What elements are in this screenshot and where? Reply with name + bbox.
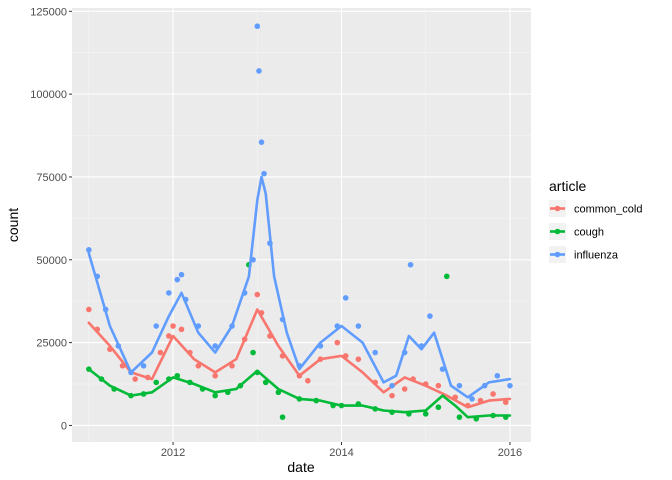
data-point-cough	[279, 414, 286, 420]
data-point-common_cold	[502, 399, 509, 406]
data-point-influenza	[166, 290, 172, 296]
y-axis-title: count	[5, 208, 21, 242]
data-point-common_cold	[355, 356, 362, 362]
trend-line-influenza	[87, 175, 512, 399]
x-axis-title: date	[287, 459, 314, 475]
legend-key-point	[554, 251, 561, 258]
series-influenza	[86, 23, 513, 402]
data-point-influenza	[174, 276, 181, 283]
data-point-influenza	[256, 68, 262, 74]
legend-label: influenza	[574, 250, 619, 262]
data-point-common_cold	[157, 349, 164, 356]
data-point-influenza	[507, 382, 513, 389]
legend-key-point	[554, 228, 561, 235]
data-point-influenza	[494, 372, 501, 379]
series-cough	[86, 261, 512, 422]
data-point-common_cold	[178, 326, 185, 333]
data-point-cough	[456, 414, 463, 420]
trend-line-cough	[87, 367, 512, 419]
data-point-common_cold	[401, 386, 408, 392]
data-point-cough	[435, 404, 442, 411]
panel-background	[72, 8, 531, 442]
data-point-cough	[212, 392, 218, 399]
legend-item-influenza: influenza	[549, 246, 619, 263]
series-layer	[86, 23, 513, 422]
series-common_cold	[86, 291, 512, 409]
data-point-common_cold	[86, 306, 92, 313]
data-point-common_cold	[229, 363, 235, 369]
data-point-cough	[153, 379, 160, 386]
data-point-common_cold	[334, 339, 341, 346]
data-point-influenza	[258, 139, 265, 145]
data-point-common_cold	[170, 323, 176, 329]
legend-title: article	[549, 178, 587, 194]
data-point-influenza	[140, 363, 147, 369]
y-tick-label: 0	[61, 420, 67, 432]
y-tick-label: 75000	[36, 172, 67, 184]
data-point-cough	[250, 349, 256, 356]
legend-label: common_cold	[574, 204, 642, 216]
data-point-influenza	[86, 247, 92, 253]
data-point-influenza	[355, 323, 362, 329]
data-point-influenza	[178, 271, 185, 278]
data-point-common_cold	[490, 391, 496, 397]
legend-label: cough	[574, 227, 604, 239]
data-point-influenza	[153, 323, 160, 329]
data-point-influenza	[407, 261, 414, 268]
data-point-influenza	[254, 23, 261, 30]
data-point-common_cold	[254, 291, 261, 298]
data-point-common_cold	[212, 372, 218, 379]
data-point-influenza	[456, 382, 463, 389]
data-point-influenza	[469, 396, 475, 402]
data-point-common_cold	[195, 363, 202, 369]
y-tick-label: 50000	[36, 255, 67, 267]
data-point-common_cold	[305, 377, 311, 384]
data-point-influenza	[342, 295, 349, 301]
data-point-common_cold	[435, 382, 442, 389]
data-point-influenza	[261, 170, 267, 177]
data-point-influenza	[212, 343, 218, 349]
data-point-cough	[443, 273, 450, 280]
y-tick-label: 25000	[36, 338, 67, 350]
x-tick-label: 2014	[329, 447, 353, 459]
data-point-common_cold	[132, 376, 138, 382]
data-point-common_cold	[389, 392, 395, 399]
data-point-influenza	[389, 382, 395, 389]
y-tick-label: 100000	[30, 89, 67, 101]
x-tick-label: 2016	[498, 447, 522, 459]
legend-key-point	[554, 205, 561, 212]
x-tick-label: 2012	[161, 447, 185, 459]
y-tick-label: 125000	[30, 6, 67, 18]
legend-item-cough: cough	[549, 223, 604, 240]
data-point-influenza	[427, 313, 433, 319]
data-point-cough	[422, 411, 429, 417]
major-gridlines	[72, 8, 531, 442]
data-point-common_cold	[166, 333, 172, 339]
data-point-influenza	[372, 349, 378, 356]
legend-item-common_cold: common_cold	[549, 200, 642, 217]
trend-line-common_cold	[87, 308, 512, 409]
axes: 0 25000 50000 75000 100000 125000 2012 2014 2016	[30, 6, 522, 459]
